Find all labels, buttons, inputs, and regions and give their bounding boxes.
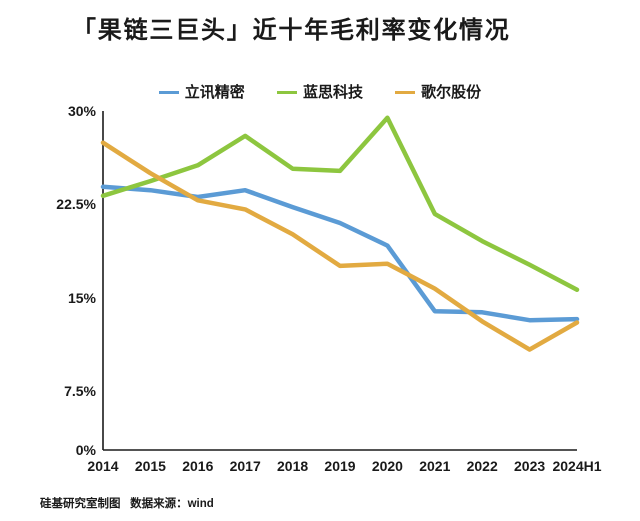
- svg-text:2018: 2018: [277, 458, 308, 474]
- svg-text:22.5%: 22.5%: [56, 196, 96, 212]
- svg-text:7.5%: 7.5%: [64, 383, 96, 399]
- svg-text:2022: 2022: [467, 458, 498, 474]
- svg-text:0%: 0%: [76, 442, 97, 458]
- svg-text:2014: 2014: [87, 458, 118, 474]
- svg-text:2024H1: 2024H1: [552, 458, 601, 474]
- svg-text:2015: 2015: [135, 458, 166, 474]
- svg-text:30%: 30%: [68, 103, 97, 119]
- svg-text:2020: 2020: [372, 458, 403, 474]
- svg-text:15%: 15%: [68, 290, 97, 306]
- svg-text:2021: 2021: [419, 458, 450, 474]
- svg-text:2019: 2019: [324, 458, 355, 474]
- svg-text:2016: 2016: [182, 458, 213, 474]
- svg-text:2017: 2017: [230, 458, 261, 474]
- svg-text:2023: 2023: [514, 458, 545, 474]
